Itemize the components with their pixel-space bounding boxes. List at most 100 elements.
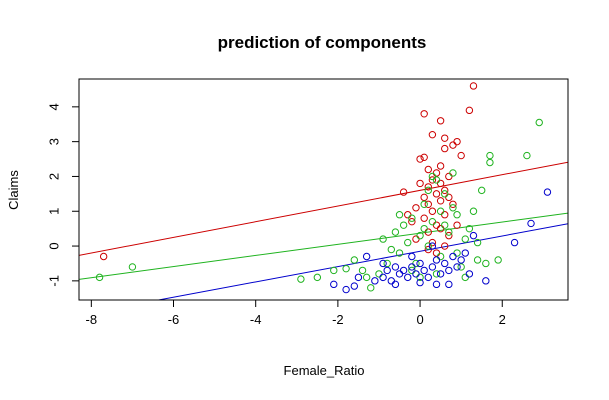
point-1-28: [482, 259, 490, 268]
point-1-34: [469, 207, 478, 215]
point-1-43: [441, 221, 449, 229]
point-0-11: [416, 155, 424, 163]
point-0-14: [424, 165, 432, 174]
point-0-17: [428, 176, 437, 184]
point-1-54: [395, 211, 404, 219]
point-1-45: [330, 266, 338, 275]
point-1-51: [432, 270, 441, 278]
point-2-7: [387, 277, 396, 285]
point-2-35: [428, 242, 437, 250]
point-0-3: [469, 82, 478, 90]
point-2-23: [453, 263, 461, 271]
point-0-20: [441, 186, 449, 195]
point-2-17: [428, 263, 437, 271]
point-0-40: [449, 200, 457, 208]
point-0-9: [441, 144, 449, 153]
x-tick-label: 2: [499, 312, 506, 327]
point-2-13: [412, 270, 420, 278]
y-tick-label: 3: [46, 138, 61, 145]
x-tick-label: -8: [86, 312, 98, 327]
y-tick-label: 2: [46, 173, 61, 180]
point-2-5: [379, 273, 387, 282]
point-1-44: [461, 273, 469, 282]
point-2-32: [416, 278, 424, 287]
point-1-10: [399, 221, 408, 229]
point-2-2: [354, 273, 363, 282]
point-1-48: [449, 204, 457, 212]
data-points: [95, 82, 552, 294]
point-1-4: [342, 264, 350, 273]
point-1-23: [453, 211, 461, 219]
point-0-29: [420, 214, 428, 222]
point-1-37: [424, 186, 432, 195]
point-1-11: [404, 238, 412, 247]
point-1-31: [523, 151, 531, 160]
point-1-46: [362, 273, 371, 282]
point-0-23: [420, 193, 428, 202]
point-0-4: [465, 106, 474, 115]
point-1-15: [420, 200, 428, 208]
point-2-28: [510, 238, 519, 247]
point-1-40: [350, 256, 359, 264]
point-1-9: [395, 249, 404, 257]
point-1-20: [441, 190, 449, 198]
x-tick-label: -6: [168, 312, 180, 327]
point-1-35: [375, 270, 383, 278]
point-1-25: [461, 235, 469, 243]
point-0-5: [428, 130, 437, 139]
point-0-24: [436, 197, 445, 205]
point-1-14: [416, 231, 424, 240]
point-0-41: [404, 211, 412, 219]
point-2-20: [441, 259, 449, 268]
point-1-17: [428, 217, 437, 226]
point-2-4: [371, 277, 379, 285]
point-0-7: [453, 137, 461, 146]
point-1-38: [436, 207, 445, 215]
point-2-39: [350, 282, 359, 290]
point-1-36: [387, 245, 396, 254]
point-1-5: [358, 266, 367, 275]
point-0-34: [445, 231, 453, 240]
point-0-2: [436, 117, 445, 125]
point-2-36: [445, 280, 453, 289]
point-1-27: [473, 256, 482, 264]
point-0-1: [420, 110, 428, 118]
point-2-30: [543, 188, 552, 196]
point-1-39: [453, 249, 461, 257]
point-2-15: [420, 266, 428, 275]
point-2-16: [424, 273, 432, 282]
point-1-8: [391, 228, 400, 236]
chart-title: prediction of components: [218, 33, 427, 52]
point-2-25: [465, 270, 474, 278]
point-2-11: [404, 273, 412, 282]
point-1-24: [457, 263, 465, 271]
point-0-35: [412, 235, 420, 243]
y-tick-label: 0: [46, 242, 61, 249]
point-2-0: [330, 280, 338, 289]
point-0-15: [432, 169, 441, 177]
point-2-31: [391, 280, 400, 289]
point-0-6: [441, 134, 449, 142]
point-1-53: [420, 224, 428, 233]
point-0-0: [99, 252, 108, 261]
y-axis-label: Claims: [6, 170, 21, 210]
point-0-42: [416, 179, 424, 188]
point-2-10: [399, 266, 408, 275]
point-2-3: [362, 252, 371, 261]
point-2-22: [449, 252, 457, 261]
point-1-19: [436, 252, 445, 261]
fit-line-1: [79, 212, 568, 280]
point-1-6: [367, 284, 375, 292]
point-2-8: [391, 263, 400, 271]
point-0-39: [432, 249, 441, 257]
point-0-31: [432, 221, 441, 229]
point-1-7: [383, 259, 391, 268]
point-0-8: [449, 141, 457, 149]
point-1-49: [473, 238, 482, 247]
point-1-30: [486, 151, 494, 160]
point-1-18: [432, 176, 441, 184]
point-1-16: [424, 242, 432, 250]
point-2-33: [432, 280, 441, 289]
point-1-21: [445, 228, 453, 236]
